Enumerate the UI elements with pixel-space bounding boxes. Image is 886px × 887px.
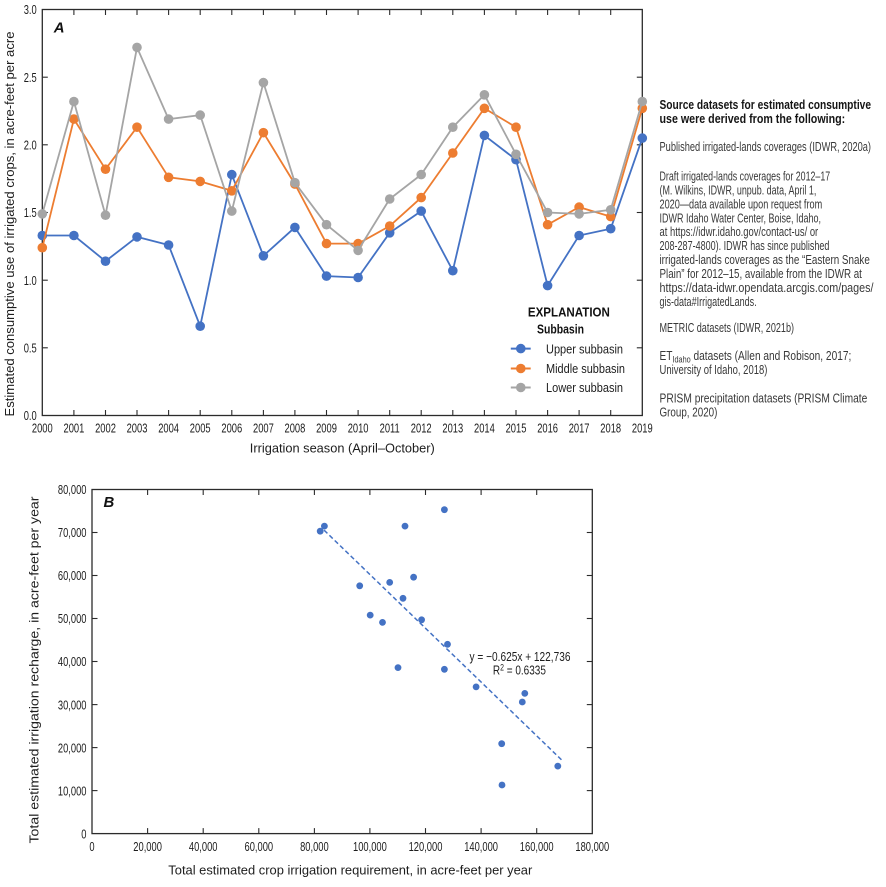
svg-text:2016: 2016 [537,420,558,435]
svg-text:B: B [104,494,115,511]
svg-text:3.0: 3.0 [24,2,37,17]
svg-text:Lower subbasin: Lower subbasin [546,380,623,395]
svg-text:1.0: 1.0 [24,273,37,288]
svg-text:60,000: 60,000 [245,839,274,854]
svg-text:EXPLANATION: EXPLANATION [528,305,610,320]
svg-text:2001: 2001 [64,420,85,435]
svg-text:R2 = 0.6335: R2 = 0.6335 [493,663,546,678]
svg-text:use were derived from the foll: use were derived from the following: [660,112,846,126]
svg-text:2007: 2007 [253,420,274,435]
svg-text:1.5: 1.5 [24,205,37,220]
svg-text:2.5: 2.5 [24,70,37,85]
svg-text:2006: 2006 [221,420,242,435]
svg-text:2000: 2000 [32,420,53,435]
svg-text:100,000: 100,000 [353,839,387,854]
svg-text:2002: 2002 [95,420,116,435]
svg-text:University of Idaho, 2018): University of Idaho, 2018) [660,363,768,377]
svg-text:Upper subbasin: Upper subbasin [546,341,623,356]
svg-text:140,000: 140,000 [464,839,498,854]
svg-text:2009: 2009 [316,420,337,435]
svg-text:Source datasets for estimated: Source datasets for estimated consumptiv… [660,98,872,112]
svg-text:120,000: 120,000 [409,839,443,854]
svg-text:Estimated consumptive use of i: Estimated consumptive use of irrigated c… [2,32,17,417]
svg-text:2018: 2018 [600,420,621,435]
svg-text:ETIdaho datasets (Allen and Ro: ETIdaho datasets (Allen and Robison, 201… [660,349,852,365]
svg-text:40,000: 40,000 [58,654,87,669]
svg-text:Published irrigated-lands cove: Published irrigated-lands coverages (IDW… [660,140,872,154]
svg-text:2004: 2004 [158,420,179,435]
svg-text:180,000: 180,000 [575,839,609,854]
svg-text:80,000: 80,000 [58,482,87,497]
svg-text:60,000: 60,000 [58,568,87,583]
svg-text:A: A [53,20,65,37]
svg-text:2005: 2005 [190,420,211,435]
svg-text:80,000: 80,000 [300,839,329,854]
svg-text:0.0: 0.0 [24,408,37,423]
svg-text:Group, 2020): Group, 2020) [660,406,718,420]
svg-text:2017: 2017 [569,420,590,435]
svg-text:y = −0.625x + 122,736: y = −0.625x + 122,736 [470,649,571,664]
svg-text:IDWR Idaho Water Center, Boise: IDWR Idaho Water Center, Boise, Idaho, [660,211,822,225]
svg-text:at https://idwr.idaho.gov/cont: at https://idwr.idaho.gov/contact-us/ or [660,225,819,239]
svg-text:Middle subbasin: Middle subbasin [546,361,625,376]
svg-text:Plain” for 2012–15, available: Plain” for 2012–15, available from the I… [660,267,863,281]
svg-text:Total estimated irrigation rec: Total estimated irrigation recharge, in … [27,496,42,844]
svg-text:PRISM precipitation datasets (: PRISM precipitation datasets (PRISM Clim… [660,391,868,405]
svg-text:2019: 2019 [632,420,653,435]
svg-text:irrigated-lands coverages as t: irrigated-lands coverages as the “Easter… [660,253,870,267]
svg-text:2003: 2003 [127,420,148,435]
svg-text:208-287-4800). IDWR has since: 208-287-4800). IDWR has since published [660,239,830,253]
svg-text:2008: 2008 [285,420,306,435]
svg-text:Subbasin: Subbasin [537,323,584,337]
svg-text:20,000: 20,000 [58,740,87,755]
svg-text:40,000: 40,000 [189,839,218,854]
svg-text:2015: 2015 [506,420,527,435]
svg-text:Draft irrigated-lands coverage: Draft irrigated-lands coverages for 2012… [660,170,831,184]
svg-text:20,000: 20,000 [133,839,162,854]
svg-text:70,000: 70,000 [58,525,87,540]
svg-text:30,000: 30,000 [58,697,87,712]
svg-text:2010: 2010 [348,420,369,435]
svg-text:(M. Wilkins, IDWR, unpub. data: (M. Wilkins, IDWR, unpub. data, April 1, [660,183,817,197]
svg-text:0: 0 [81,826,86,841]
svg-text:2012: 2012 [411,420,432,435]
svg-text:10,000: 10,000 [58,783,87,798]
svg-text:2.0: 2.0 [24,138,37,153]
svg-text:2020—data available upon reque: 2020—data available upon request from [660,197,823,211]
svg-text:gis-data#IrrigatedLands.: gis-data#IrrigatedLands. [660,295,757,309]
svg-text:2013: 2013 [442,420,463,435]
svg-text:0: 0 [89,839,94,854]
svg-text:2014: 2014 [474,420,495,435]
svg-text:50,000: 50,000 [58,611,87,626]
svg-text:160,000: 160,000 [520,839,554,854]
svg-text:0.5: 0.5 [24,341,37,356]
svg-text:METRIC datasets (IDWR, 2021b): METRIC datasets (IDWR, 2021b) [660,321,795,335]
svg-text:2011: 2011 [380,420,400,435]
svg-text:Irrigation season (April–Octob: Irrigation season (April–October) [250,440,435,455]
svg-text:Total estimated crop irrigatio: Total estimated crop irrigation requirem… [168,863,533,878]
svg-text:https://data-idwr.opendata.arc: https://data-idwr.opendata.arcgis.com/pa… [660,281,874,295]
